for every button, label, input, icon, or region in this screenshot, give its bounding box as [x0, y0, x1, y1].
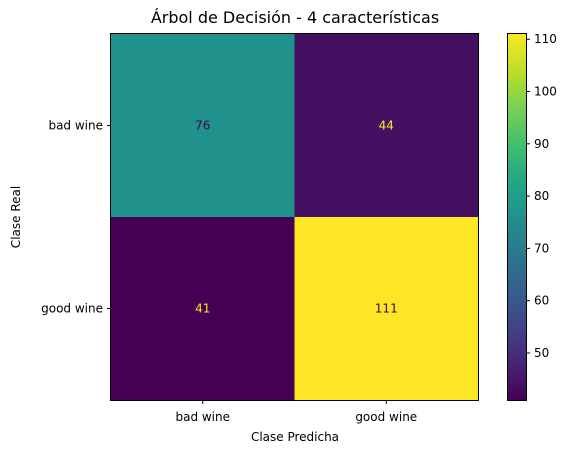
- heatmap-cell: [294, 34, 479, 218]
- colorbar-tick-label: 60: [534, 294, 549, 308]
- x-axis-label: Clase Predicha: [251, 430, 339, 444]
- colorbar-tick-label: 90: [534, 137, 549, 151]
- heatmap-cell: [111, 34, 295, 218]
- plot-frame: [110, 33, 479, 401]
- colorbar-tick-label: 70: [534, 241, 549, 255]
- x-axis-ticks: bad wine good wine: [175, 400, 417, 424]
- x-tick-label: good wine: [355, 410, 417, 424]
- cell-value-label: 41: [195, 302, 210, 316]
- cell-value-label: 44: [379, 119, 394, 133]
- colorbar-tick-label: 50: [534, 346, 549, 360]
- y-axis-ticks: bad wine good wine: [41, 119, 111, 316]
- cell-value-label: 111: [375, 302, 398, 316]
- y-axis-label: Clase Real: [9, 186, 23, 248]
- colorbar-tick-label: 80: [534, 189, 549, 203]
- colorbar-ticks: 50 60 70 80 90 100 110: [526, 32, 557, 360]
- colorbar-tick-label: 110: [534, 32, 557, 46]
- chart-title: Árbol de Decisión - 4 características: [151, 8, 439, 27]
- heatmap-cell: [294, 217, 479, 401]
- colorbar: [507, 33, 527, 401]
- x-tick-label: bad wine: [175, 410, 230, 424]
- colorbar-tick-label: 100: [534, 85, 557, 99]
- y-tick-label: bad wine: [48, 119, 103, 133]
- cell-value-label: 76: [195, 119, 210, 133]
- y-tick-label: good wine: [41, 302, 103, 316]
- heatmap-cell: [111, 217, 295, 401]
- cell-value-labels: 76 44 41 111: [195, 119, 398, 316]
- heatmap-cells: [111, 34, 479, 401]
